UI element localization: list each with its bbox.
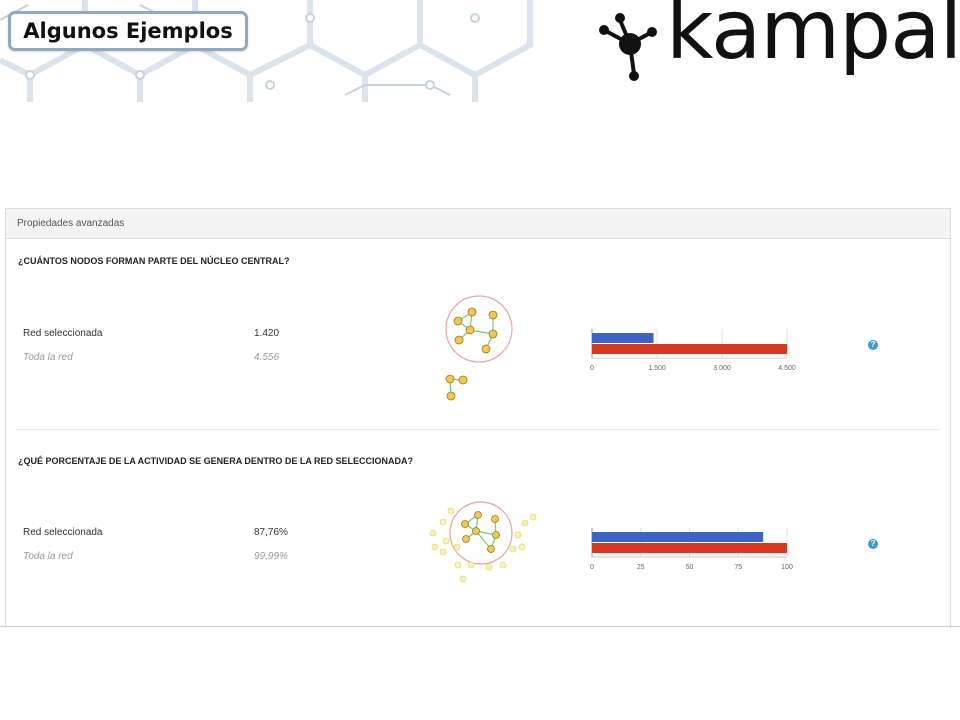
row-label-all: Toda la red <box>23 352 73 363</box>
tick-label: 100 <box>781 564 793 571</box>
panel-bottom-line <box>0 626 960 627</box>
row-label-selected: Red seleccionada <box>23 328 103 339</box>
tick-label: 3.000 <box>713 365 731 372</box>
tick-label: 50 <box>686 564 694 571</box>
panel-title: Propiedades avanzadas <box>6 209 950 239</box>
help-icon[interactable]: ? <box>868 340 878 350</box>
help-icon[interactable]: ? <box>868 539 878 549</box>
section-question: ¿CUÁNTOS NODOS FORMAN PARTE DEL NÚCLEO C… <box>18 256 290 266</box>
row-value-all: 99,99% <box>254 551 288 562</box>
advanced-properties-panel: Propiedades avanzadas ¿CUÁNTOS NODOS FOR… <box>5 208 951 628</box>
activity-bar-chart: 0 25 50 75 100 <box>590 528 793 571</box>
tick-label: 4.500 <box>778 365 796 372</box>
bar-selected-network <box>592 333 654 343</box>
section-divider <box>16 429 940 430</box>
activity-network-icon <box>429 501 537 583</box>
row-value-all: 4.556 <box>254 352 280 363</box>
activity-percentage-section: ¿QUÉ PORCENTAJE DE LA ACTIVIDAD SE GENER… <box>6 439 950 629</box>
tick-label: 0 <box>590 564 594 571</box>
tick-label: 1.500 <box>648 365 666 372</box>
hexagon-background <box>0 0 533 102</box>
slide-title: Algunos Ejemplos <box>8 11 248 51</box>
bar-selected-network <box>592 532 764 542</box>
molecule-logo-icon <box>599 13 657 81</box>
section-question: ¿QUÉ PORCENTAJE DE LA ACTIVIDAD SE GENER… <box>18 456 414 466</box>
row-label-all: Toda la red <box>23 551 73 562</box>
kampal-logo: kampal <box>594 0 960 98</box>
row-value-selected: 87,76% <box>254 527 288 538</box>
bar-whole-network <box>592 344 787 354</box>
core-nodes-section: ¿CUÁNTOS NODOS FORMAN PARTE DEL NÚCLEO C… <box>6 239 950 429</box>
tick-label: 25 <box>637 564 645 571</box>
row-label-selected: Red seleccionada <box>23 527 103 538</box>
nodes-bar-chart: 0 1.500 3.000 4.500 <box>590 329 796 372</box>
row-value-selected: 1.420 <box>254 328 280 339</box>
bar-whole-network <box>592 543 787 553</box>
tick-label: 75 <box>734 564 742 571</box>
logo-text: kampal <box>666 0 960 78</box>
network-graph-icon <box>445 295 513 401</box>
tick-label: 0 <box>590 365 594 372</box>
